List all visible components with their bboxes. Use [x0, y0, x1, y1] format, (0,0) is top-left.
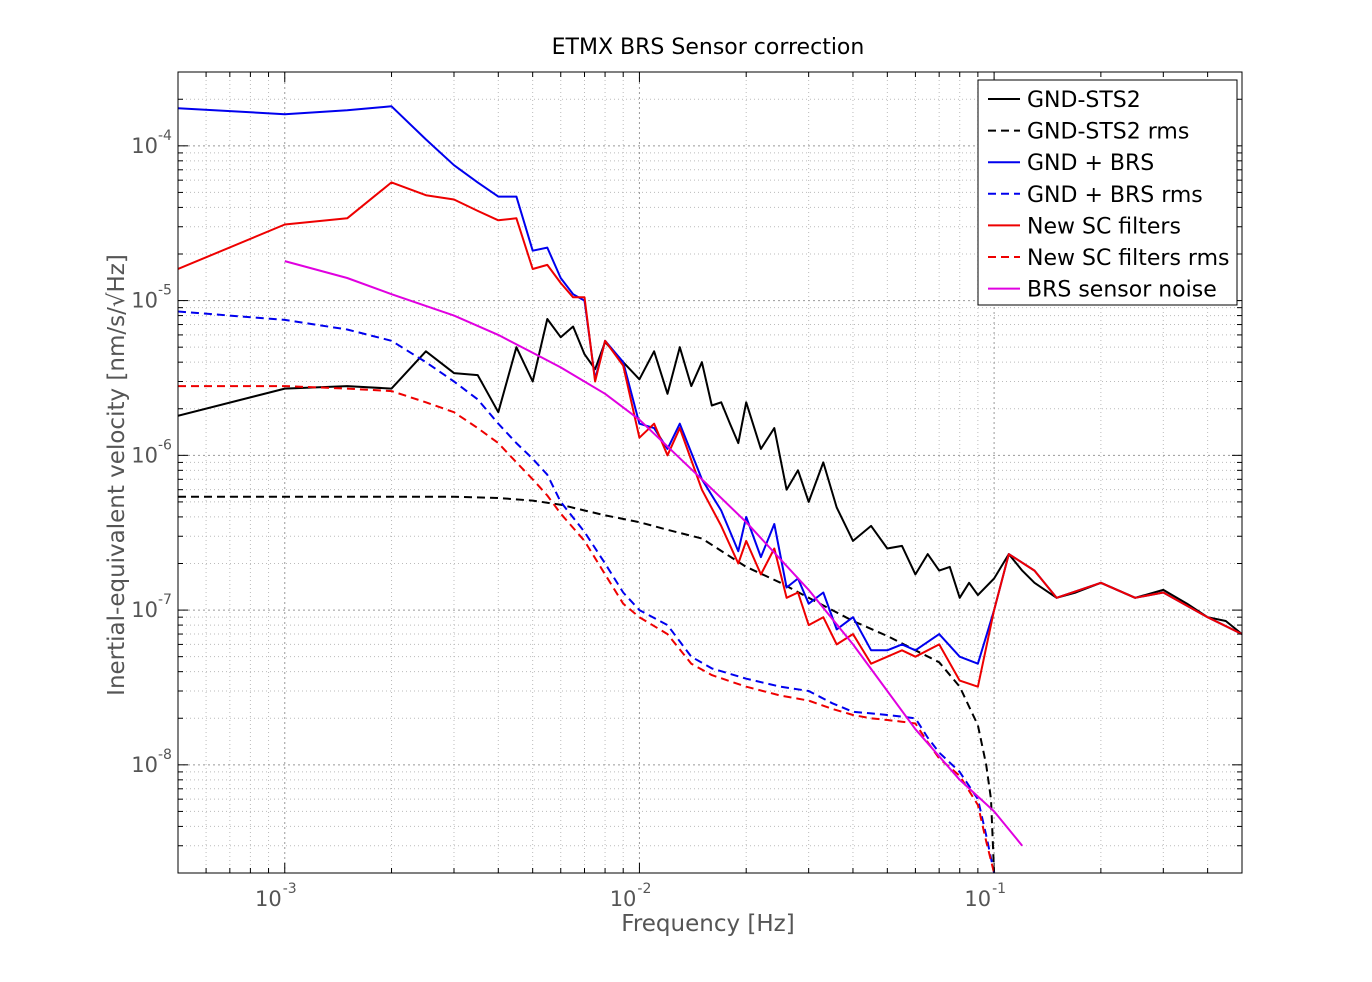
legend-box — [977, 79, 1238, 306]
legend-entry: New SC filters rms — [1027, 246, 1229, 271]
y-tick-label-exponent: -7 — [158, 592, 172, 608]
x-axis-label: Frequency [Hz] — [621, 911, 794, 937]
y-tick-label-exponent: -8 — [158, 747, 172, 763]
y-tick-label: 10 — [131, 134, 158, 158]
legend-entry: GND + BRS rms — [1027, 183, 1203, 208]
series-line-2 — [178, 495, 996, 873]
series-line-6 — [178, 385, 996, 873]
x-tick-label: 10 — [964, 887, 991, 911]
x-tick-label: 10 — [610, 887, 637, 911]
chart-title: ETMX BRS Sensor correction — [552, 35, 865, 60]
y-axis-label: Inertial-equivalent velocity [nm/s/√Hz] — [104, 254, 130, 696]
y-tick-label-exponent: -4 — [158, 128, 172, 144]
legend-entry: GND + BRS — [1027, 151, 1154, 176]
y-tick-label: 10 — [131, 598, 158, 622]
y-tick-label-exponent: -5 — [158, 283, 172, 299]
ticks-layer — [177, 72, 1243, 874]
x-tick-label-exponent: -1 — [992, 881, 1006, 897]
x-tick-label-exponent: -2 — [637, 881, 651, 897]
axes-box — [177, 71, 1243, 874]
x-tick-label-exponent: -3 — [283, 881, 297, 897]
legend-entry: GND-STS2 — [1027, 88, 1141, 113]
series-line-4 — [178, 310, 996, 873]
y-tick-label: 10 — [131, 289, 158, 313]
tick-labels: 10 -3 10 -2 10 -110 -810 -710 -610 -510 -4 — [131, 128, 1006, 911]
series-line-1 — [178, 318, 1242, 635]
x-tick-label: 10 — [255, 887, 282, 911]
y-tick-label: 10 — [131, 753, 158, 777]
y-tick-label: 10 — [131, 443, 158, 467]
legend-entry: BRS sensor noise — [1027, 278, 1217, 303]
legend-entry: New SC filters — [1027, 214, 1181, 239]
series-line-7 — [284, 260, 1023, 847]
series-layer — [178, 105, 1242, 873]
legend-entry: GND-STS2 rms — [1027, 120, 1189, 145]
y-tick-label-exponent: -6 — [158, 437, 172, 453]
legend: GND-STS2 GND-STS2 rms GND + BRS GND + BRS r… — [977, 79, 1238, 306]
grid-minor — [177, 72, 1243, 874]
series-line-5 — [178, 181, 1242, 688]
